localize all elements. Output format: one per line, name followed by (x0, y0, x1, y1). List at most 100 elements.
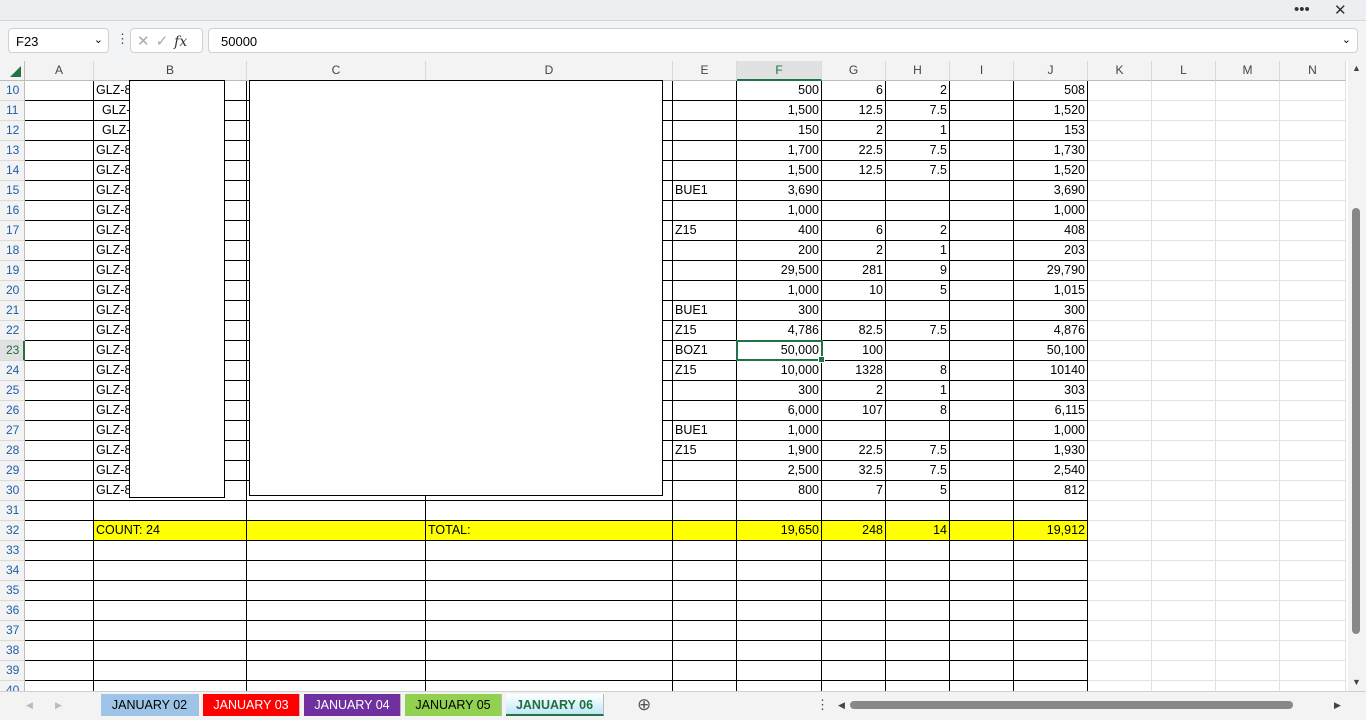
column-header-c[interactable]: C (247, 61, 426, 81)
cell-h33[interactable] (886, 541, 950, 561)
row-header[interactable]: 37 (0, 621, 25, 641)
cell-g27[interactable] (822, 421, 886, 441)
row-header[interactable]: 25 (0, 381, 25, 401)
cell-c33[interactable] (247, 541, 426, 561)
cell-d32[interactable]: TOTAL: (426, 521, 673, 541)
cell-a31[interactable] (25, 501, 94, 521)
cell-l17[interactable] (1152, 221, 1216, 241)
cell-m11[interactable] (1216, 101, 1280, 121)
cell-a37[interactable] (25, 621, 94, 641)
cell-g39[interactable] (822, 661, 886, 681)
cell-f30[interactable]: 800 (737, 481, 822, 501)
cell-l15[interactable] (1152, 181, 1216, 201)
column-header-n[interactable]: N (1280, 61, 1346, 81)
cell-i36[interactable] (950, 601, 1014, 621)
cell-m38[interactable] (1216, 641, 1280, 661)
cell-i15[interactable] (950, 181, 1014, 201)
row-header[interactable]: 39 (0, 661, 25, 681)
cell-j38[interactable] (1014, 641, 1088, 661)
cell-h16[interactable] (886, 201, 950, 221)
cell-g32[interactable]: 248 (822, 521, 886, 541)
cell-a24[interactable] (25, 361, 94, 381)
cell-l33[interactable] (1152, 541, 1216, 561)
cell-a23[interactable] (25, 341, 94, 361)
cell-k39[interactable] (1088, 661, 1152, 681)
cell-e28[interactable]: Z15 (673, 441, 737, 461)
overlay-shape[interactable] (129, 80, 225, 498)
cell-k18[interactable] (1088, 241, 1152, 261)
cell-m34[interactable] (1216, 561, 1280, 581)
cell-f33[interactable] (737, 541, 822, 561)
row-header[interactable]: 36 (0, 601, 25, 621)
cell-a28[interactable] (25, 441, 94, 461)
row-header[interactable]: 28 (0, 441, 25, 461)
cell-k23[interactable] (1088, 341, 1152, 361)
cell-a10[interactable] (25, 81, 94, 101)
cell-b38[interactable] (94, 641, 247, 661)
cell-i14[interactable] (950, 161, 1014, 181)
cell-a22[interactable] (25, 321, 94, 341)
cell-a36[interactable] (25, 601, 94, 621)
column-header-m[interactable]: M (1216, 61, 1280, 81)
vertical-scroll-thumb[interactable] (1352, 208, 1360, 634)
cell-j32[interactable]: 19,912 (1014, 521, 1088, 541)
cell-j35[interactable] (1014, 581, 1088, 601)
cell-l38[interactable] (1152, 641, 1216, 661)
cell-b35[interactable] (94, 581, 247, 601)
cell-k13[interactable] (1088, 141, 1152, 161)
cell-k31[interactable] (1088, 501, 1152, 521)
add-sheet-icon[interactable]: ⊕ (637, 695, 652, 714)
cell-a14[interactable] (25, 161, 94, 181)
cell-j23[interactable]: 50,100 (1014, 341, 1088, 361)
cell-i27[interactable] (950, 421, 1014, 441)
cell-f26[interactable]: 6,000 (737, 401, 822, 421)
cell-n23[interactable] (1280, 341, 1346, 361)
cell-e14[interactable] (673, 161, 737, 181)
cell-h32[interactable]: 14 (886, 521, 950, 541)
horizontal-scrollbar[interactable]: ◀ ▶ (836, 698, 1346, 712)
cell-g17[interactable]: 6 (822, 221, 886, 241)
cell-g16[interactable] (822, 201, 886, 221)
row-header[interactable]: 35 (0, 581, 25, 601)
name-box[interactable]: F23 ⌄ (8, 28, 109, 53)
cell-h27[interactable] (886, 421, 950, 441)
cell-k27[interactable] (1088, 421, 1152, 441)
cell-h25[interactable]: 1 (886, 381, 950, 401)
cell-m18[interactable] (1216, 241, 1280, 261)
row-header[interactable]: 26 (0, 401, 25, 421)
cell-b39[interactable] (94, 661, 247, 681)
cell-b37[interactable] (94, 621, 247, 641)
cell-d37[interactable] (426, 621, 673, 641)
cell-j18[interactable]: 203 (1014, 241, 1088, 261)
cell-i12[interactable] (950, 121, 1014, 141)
cell-g31[interactable] (822, 501, 886, 521)
cell-i17[interactable] (950, 221, 1014, 241)
cell-k33[interactable] (1088, 541, 1152, 561)
cell-m10[interactable] (1216, 81, 1280, 101)
cell-e11[interactable] (673, 101, 737, 121)
cell-m16[interactable] (1216, 201, 1280, 221)
scroll-up-icon[interactable]: ▲ (1352, 63, 1361, 73)
cell-c36[interactable] (247, 601, 426, 621)
cell-n34[interactable] (1280, 561, 1346, 581)
cell-m29[interactable] (1216, 461, 1280, 481)
cell-f27[interactable]: 1,000 (737, 421, 822, 441)
cell-a11[interactable] (25, 101, 94, 121)
cell-f20[interactable]: 1,000 (737, 281, 822, 301)
cell-i10[interactable] (950, 81, 1014, 101)
cell-l37[interactable] (1152, 621, 1216, 641)
cell-c31[interactable] (247, 501, 426, 521)
cell-l34[interactable] (1152, 561, 1216, 581)
cell-g19[interactable]: 281 (822, 261, 886, 281)
cell-d31[interactable] (426, 501, 673, 521)
cell-k25[interactable] (1088, 381, 1152, 401)
cell-l36[interactable] (1152, 601, 1216, 621)
function-icon[interactable]: fx (174, 34, 188, 50)
cell-a27[interactable] (25, 421, 94, 441)
cell-i26[interactable] (950, 401, 1014, 421)
cell-h15[interactable] (886, 181, 950, 201)
cell-j37[interactable] (1014, 621, 1088, 641)
cell-h24[interactable]: 8 (886, 361, 950, 381)
cell-k24[interactable] (1088, 361, 1152, 381)
cell-f10[interactable]: 500 (737, 81, 822, 101)
